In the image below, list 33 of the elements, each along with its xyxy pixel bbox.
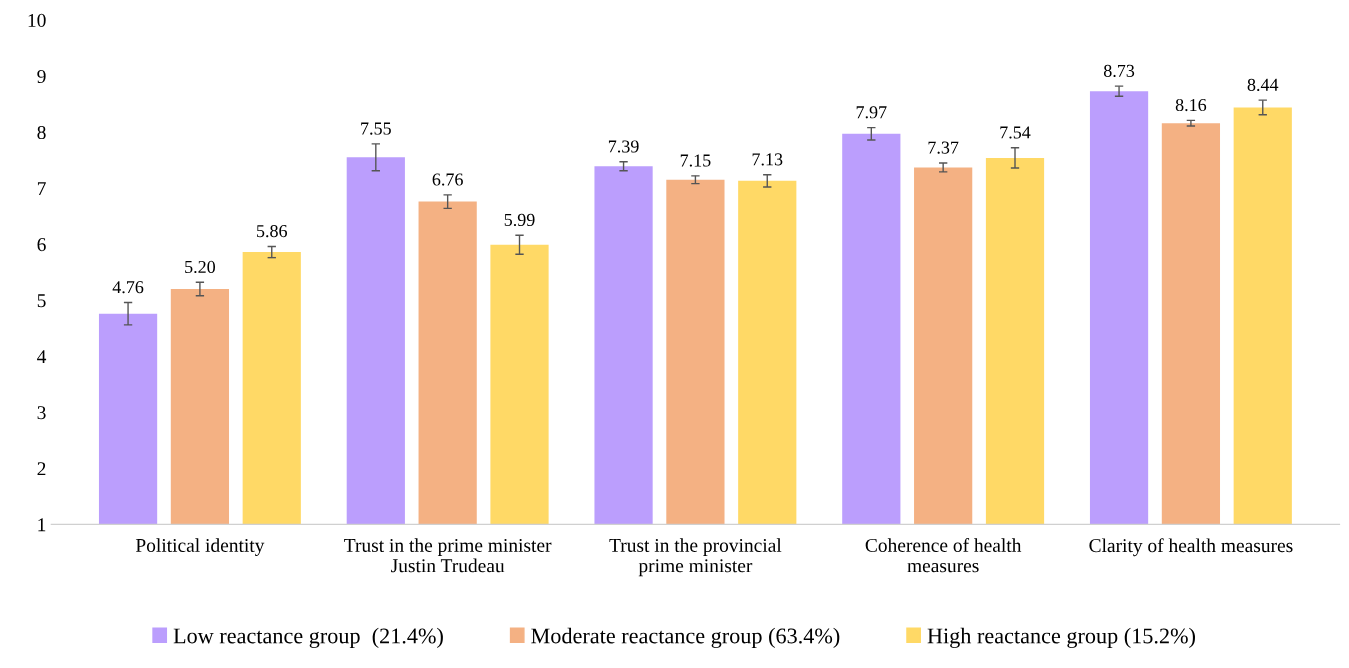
y-tick-label: 9 — [37, 69, 46, 84]
text: 8.73 — [1103, 64, 1135, 77]
text: 5.86 — [257, 224, 288, 238]
y-tick-label: 10 — [28, 13, 46, 27]
text: 7.55 — [361, 122, 391, 135]
y-tick-label: 6 — [37, 238, 46, 252]
x-tick-label: Coherence of health measures — [865, 538, 1022, 573]
text: 7.54 — [1000, 126, 1031, 139]
text: 7.39 — [608, 140, 639, 153]
y-tick-label: 8 — [37, 125, 46, 140]
y-tick-label: 4 — [37, 350, 47, 364]
text: 7.97 — [856, 106, 887, 119]
legend-label: Moderate reactance group (63.4%) — [531, 627, 840, 648]
text: 8.44 — [1247, 78, 1279, 91]
text: 5.99 — [504, 213, 535, 227]
legend-label: High reactance group (15.2%) — [927, 627, 1195, 648]
y-tick-label: 2 — [37, 462, 46, 476]
x-tick-label: Clarity of health measures — [1089, 538, 1293, 557]
x-tick-label: Political identity — [135, 538, 265, 556]
x-tick-label: Trust in the provincial prime minister — [609, 538, 782, 577]
y-tick-label: 5 — [37, 294, 46, 308]
text: 8.16 — [1175, 98, 1207, 112]
text: 4.76 — [112, 281, 144, 294]
x-tick-label: Trust in the prime minister Justin Trudeau — [344, 538, 552, 573]
legend-label: Low reactance group (21.4%) — [173, 627, 443, 648]
text: 7.13 — [752, 153, 783, 166]
y-tick-label: 7 — [37, 182, 46, 195]
y-tick-label: 1 — [38, 518, 46, 532]
text: 7.15 — [680, 154, 711, 167]
text: 5.20 — [185, 260, 216, 274]
text: 6.76 — [432, 173, 463, 186]
text: 7.37 — [928, 141, 959, 154]
y-tick-label: 3 — [37, 406, 46, 420]
